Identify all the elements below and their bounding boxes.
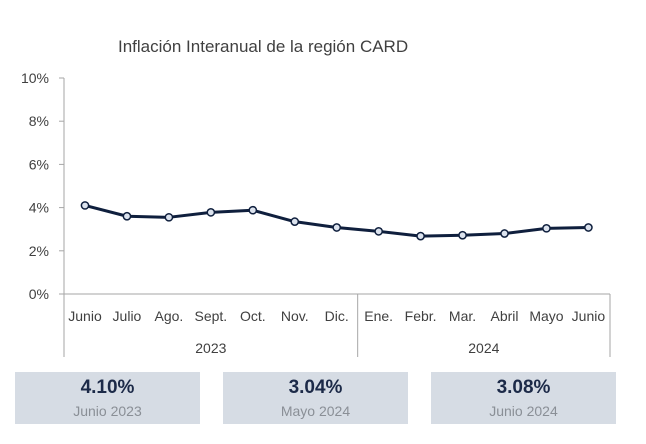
y-tick-label: 6%: [29, 156, 49, 172]
x-tick-label: Ene.: [364, 308, 393, 324]
data-point: [584, 223, 593, 232]
x-tick-label: Mayo: [529, 308, 563, 324]
y-tick-label: 0%: [29, 286, 49, 302]
x-tick-label: Mar.: [449, 308, 476, 324]
x-tick-label: Julio: [113, 308, 142, 324]
data-point: [458, 230, 467, 240]
card-value: 3.04%: [288, 377, 343, 398]
data-point: [206, 208, 216, 217]
group-label: 2024: [468, 340, 499, 356]
summary-card-june-2023: 4.10% Junio 2023: [15, 372, 200, 424]
x-tick-label: Ago.: [154, 308, 183, 324]
x-tick-label: Sept.: [194, 308, 227, 324]
x-tick-label: Oct.: [240, 308, 266, 324]
y-tick-label: 4%: [29, 200, 49, 216]
summary-card-may-2024: 3.04% Mayo 2024: [223, 372, 408, 424]
data-point: [416, 231, 425, 241]
data-point: [374, 227, 383, 236]
x-tick-label: Nov.: [281, 308, 309, 324]
card-value: 3.08%: [496, 377, 551, 398]
card-label: Mayo 2024: [280, 403, 351, 419]
card-label: Junio 2023: [73, 403, 142, 419]
card-value: 4.10%: [80, 377, 135, 398]
y-tick-label: 10%: [21, 70, 49, 86]
summary-cards: 4.10% Junio 2023 3.04% Mayo 2024 3.08% J…: [0, 372, 646, 424]
y-tick-label: 8%: [29, 113, 49, 129]
line-chart: 0% 2% 4% 6% 8% 10% Junio Julio Ago. Sept. Oct. Nov.…: [21, 70, 611, 357]
data-point: [290, 217, 300, 226]
group-label: 2023: [195, 340, 226, 356]
x-tick-label: Dic.: [325, 308, 349, 324]
chart-title: Inflación Interanual de la región CARD: [118, 37, 409, 56]
x-tick-label: Junio: [68, 308, 102, 324]
card-label: Junio 2024: [489, 403, 558, 419]
data-point: [500, 229, 509, 238]
x-tick-label: Abril: [490, 308, 518, 324]
x-tick-label: Febr.: [405, 308, 437, 324]
y-tick-label: 2%: [29, 243, 49, 259]
x-tick-label: Junio: [572, 308, 606, 324]
data-point: [164, 212, 174, 222]
data-point: [542, 223, 551, 233]
data-point: [332, 223, 342, 232]
data-point: [248, 205, 258, 215]
data-point: [80, 201, 90, 210]
summary-card-june-2024: 3.08% Junio 2024: [431, 372, 616, 424]
data-point: [122, 211, 132, 221]
